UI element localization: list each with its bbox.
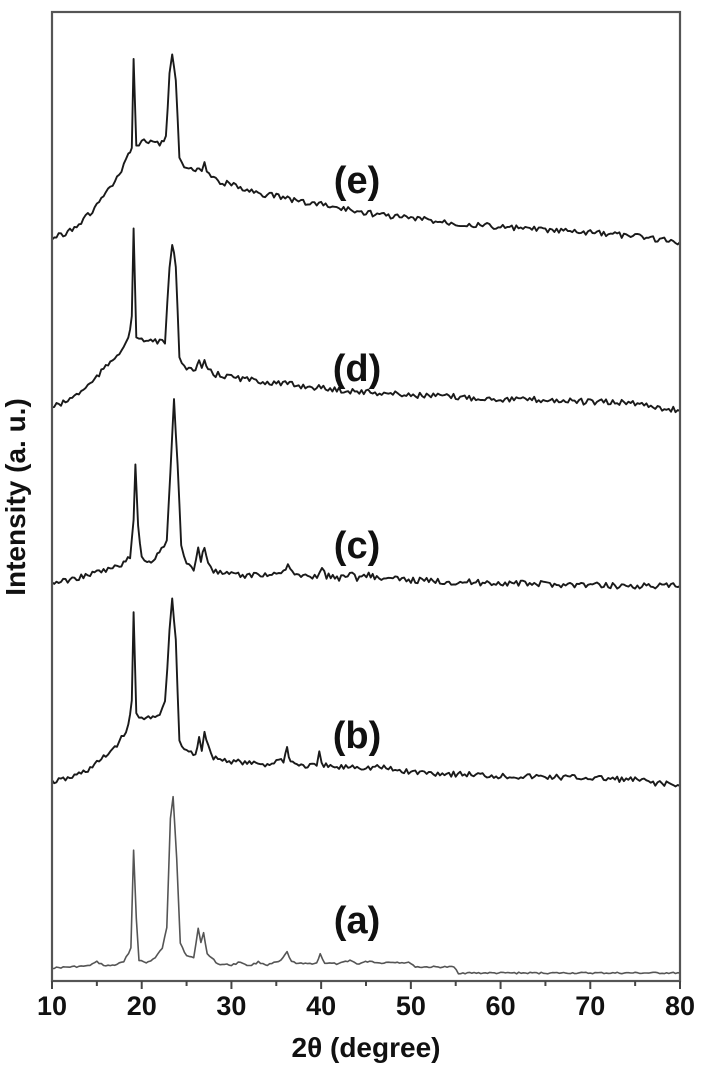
x-tick-label: 20: [127, 991, 157, 1021]
xrd-traces: [51, 53, 681, 975]
x-tick-label: 60: [486, 991, 516, 1021]
trace-b: [51, 597, 681, 788]
y-axis-label: Intensity (a. u.): [0, 398, 31, 596]
series-label-d: (d): [333, 348, 382, 390]
trace-a: [51, 795, 681, 975]
plot-frame: [50, 10, 682, 983]
trace-c: [51, 398, 681, 590]
series-label-a: (a): [334, 900, 380, 942]
x-axis-ticks: 10 20 30 40 50 60 70 80: [37, 981, 695, 1021]
x-axis-label: 2θ (degree): [292, 1032, 441, 1063]
x-tick-label: 10: [37, 991, 67, 1021]
series-label-e: (e): [334, 160, 380, 202]
x-tick-label: 30: [216, 991, 246, 1021]
x-tick-label: 80: [665, 991, 695, 1021]
x-tick-label: 50: [396, 991, 426, 1021]
trace-d: [51, 227, 681, 414]
series-label-c: (c): [334, 525, 380, 567]
trace-e: [51, 53, 681, 246]
series-labels: (a) (b) (c) (d) (e): [333, 160, 382, 942]
series-label-b: (b): [333, 715, 382, 757]
x-tick-label: 40: [306, 991, 336, 1021]
x-tick-label: 70: [575, 991, 605, 1021]
